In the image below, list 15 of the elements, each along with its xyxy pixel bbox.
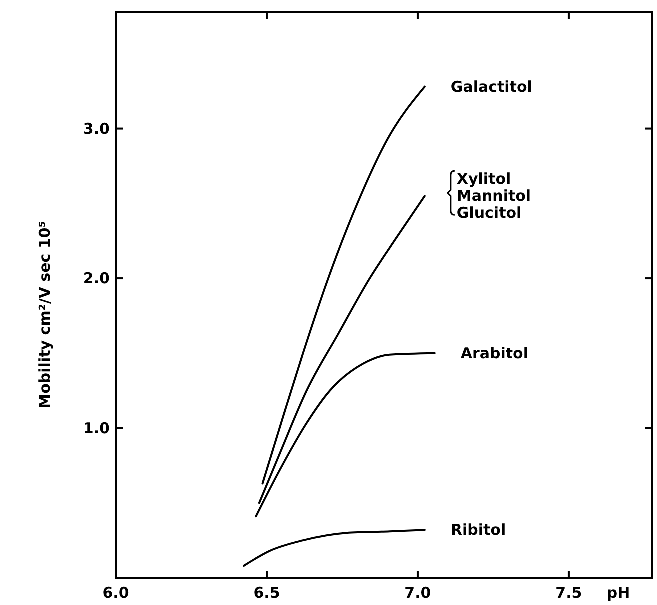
y-tick-label: 1.0 <box>83 419 110 438</box>
x-tick-label: 7.5 <box>556 584 582 602</box>
x-axis-title: pH <box>606 584 630 602</box>
x-tick-label: 7.0 <box>404 584 432 602</box>
x-tick-label: 6.0 <box>102 584 130 602</box>
y-axis-title: Mobility cm²/V sec 10⁵ <box>36 221 54 409</box>
series-label: Arabitol <box>460 344 529 362</box>
series-label: Galactitol <box>450 78 532 96</box>
line-series <box>262 86 426 485</box>
y-tick-label: 3.0 <box>83 120 110 138</box>
text: Xylitol Mannitol Glucitol <box>456 170 532 222</box>
line-series <box>243 529 426 568</box>
y-tick-label: 2.0 <box>83 270 110 288</box>
series-label: Ribitol <box>450 521 506 540</box>
x-tick-label: 6.5 <box>254 584 280 602</box>
